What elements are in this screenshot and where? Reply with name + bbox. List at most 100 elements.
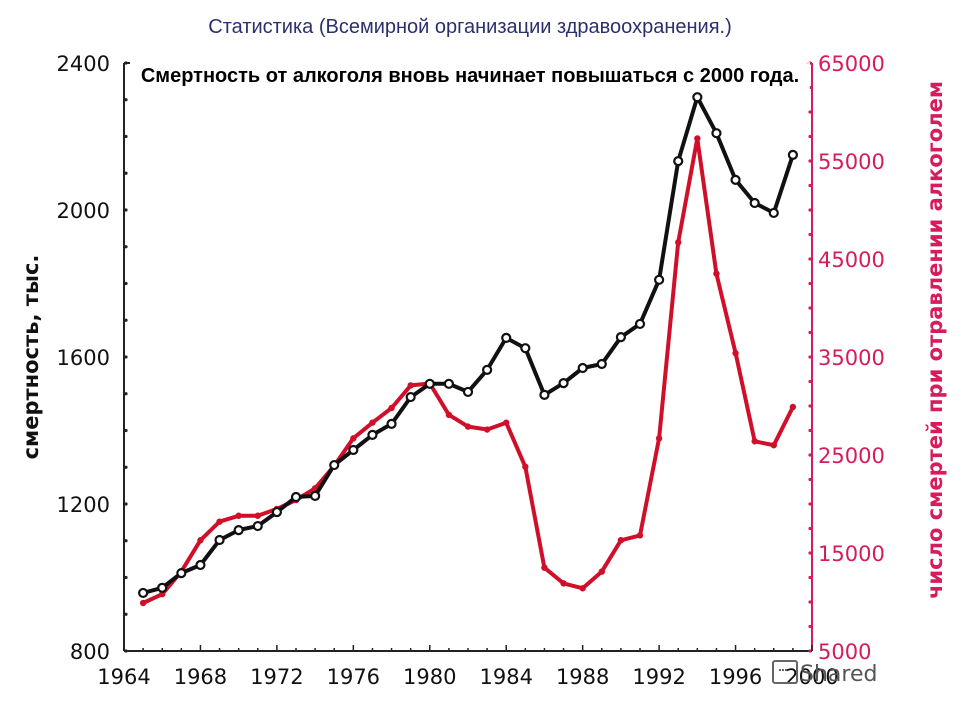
left-minor-tick [124,428,128,433]
left-tick-label: 1600 [57,346,110,370]
x-tick-label: 1968 [174,665,227,689]
right-minor-tick [808,208,812,212]
left-minor-tick [124,649,128,653]
x-tick-label: 1992 [632,665,685,689]
right-minor-tick [808,428,812,433]
right-minor-tick [808,110,812,114]
left-y-axis-label: смертность, тыс. [19,255,43,460]
left-minor-tick [124,208,128,212]
left-y-axis-ticks: 800 1200 1600 2000 2400 [57,52,110,664]
x-tick-label: 1964 [97,665,150,689]
left-minor-tick [124,281,128,286]
left-tick-label: 2000 [57,199,110,223]
x-tick-label: 1972 [250,665,303,689]
right-minor-tick [808,330,812,335]
x-axis-ticks: 1964 1968 1972 1976 1980 1984 1988 1992 1996 2000 [97,665,838,689]
right-tick-label: 5000 [818,640,871,664]
data-point [692,92,703,103]
data-point [233,524,244,536]
data-point [405,391,416,403]
right-minor-tick [808,649,812,653]
watermark-text: Shared [800,662,878,687]
right-minor-tick [808,281,812,286]
right-y-axis-label: число смертей при отравлении алкоголем [923,81,947,599]
data-point [482,364,493,375]
data-point [711,128,722,139]
right-minor-tick [808,134,812,139]
left-tick-label: 800 [70,640,110,664]
data-point [329,459,340,471]
data-point [348,444,359,456]
right-tick-label: 65000 [818,52,885,76]
data-point [634,318,646,330]
data-point [770,442,777,449]
right-minor-tick [808,183,812,188]
data-point [501,332,512,343]
data-point [462,386,474,398]
data-point [596,358,607,370]
right-tick-label: 55000 [818,150,885,174]
x-tick-label: 1980 [403,665,456,689]
series-layer [138,92,798,607]
data-point [176,567,187,579]
data-point [675,239,682,246]
right-minor-tick [808,453,812,457]
data-point [214,534,225,546]
x-tick-label: 1996 [709,665,762,689]
right-minor-tick [808,257,812,261]
right-minor-tick [808,600,812,604]
data-point [310,490,321,502]
data-point [197,537,204,544]
watermark: Shared [772,660,877,687]
data-point [445,411,453,419]
data-point [271,506,282,518]
source-title: Статистика (Всемирной организации здраво… [208,16,732,38]
left-minor-tick [124,318,128,322]
left-minor-tick [124,61,128,65]
left-minor-tick [124,539,128,543]
data-point [157,582,168,593]
right-minor-tick [808,502,812,506]
data-point [636,532,644,539]
data-point [483,426,491,433]
data-point [424,378,435,389]
data-point [464,423,472,430]
right-minor-tick [808,575,812,580]
data-point [749,197,760,209]
left-tick-label: 2400 [57,52,110,76]
series-line [141,95,795,595]
data-point [503,419,510,426]
data-point [541,564,548,571]
right-minor-tick [808,379,812,384]
left-tick-label: 1200 [57,493,110,517]
data-point [730,174,741,185]
data-point [655,435,663,442]
chart-axes [123,61,813,653]
presentation-screen-icon [772,660,798,684]
right-tick-label: 45000 [818,248,885,272]
data-point [654,274,665,285]
data-point [558,377,569,389]
data-point [407,382,414,389]
left-minor-tick [124,502,128,506]
data-point [732,349,739,357]
data-point [443,378,454,389]
right-tick-label: 25000 [818,444,885,468]
series-alcohol-poisoning-deaths [139,135,797,607]
right-tick-label: 35000 [818,346,885,370]
data-point [560,580,567,587]
data-point [789,403,797,411]
data-point [369,419,376,426]
data-point [386,418,397,429]
left-minor-tick [124,245,128,249]
left-minor-tick [124,355,128,359]
x-tick-label: 1988 [556,665,609,689]
data-point [539,389,550,400]
data-point [768,207,779,219]
right-minor-tick [808,477,812,482]
data-point [617,537,625,544]
data-point [598,568,605,575]
data-point [235,512,242,519]
left-minor-tick [124,392,128,396]
left-minor-tick [124,575,128,580]
